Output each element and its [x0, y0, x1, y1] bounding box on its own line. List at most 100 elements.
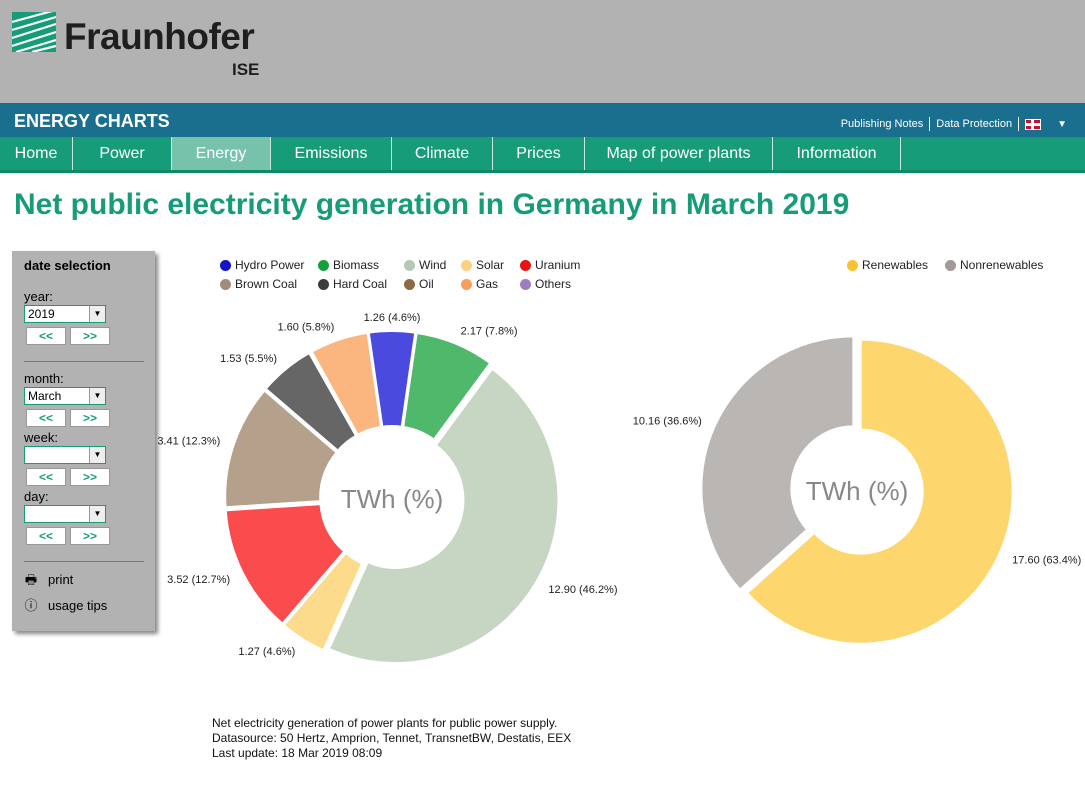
- nav-prices[interactable]: Prices: [493, 137, 585, 170]
- day-select[interactable]: ▼: [24, 505, 106, 523]
- site-header: Fraunhofer ISE: [0, 0, 1085, 103]
- legend-label: Uranium: [535, 258, 581, 272]
- brand-bar: ENERGY CHARTS Publishing Notes Data Prot…: [0, 103, 1085, 137]
- donut-center-label: TWh (%): [341, 484, 444, 514]
- legend-swatch: [520, 278, 531, 290]
- legend-swatch: [404, 278, 415, 290]
- legend-label: Others: [535, 277, 572, 291]
- legend-label: Nonrenewables: [960, 258, 1044, 272]
- legend-item[interactable]: Wind: [404, 258, 446, 272]
- legend-swatch: [220, 259, 231, 271]
- slice-value-label: 2.17 (7.8%): [461, 326, 518, 338]
- main-nav: Home Power Energy Emissions Climate Pric…: [0, 137, 1085, 173]
- legend-item[interactable]: Renewables: [847, 258, 928, 272]
- legend-swatch: [220, 278, 231, 290]
- slice-value-label: 12.90 (46.2%): [548, 584, 617, 596]
- legend-swatch: [318, 259, 329, 271]
- nav-information[interactable]: Information: [773, 137, 901, 170]
- slice-value-label: 10.16 (36.6%): [633, 416, 702, 428]
- legend-label: Biomass: [333, 258, 380, 272]
- month-value: March: [28, 389, 62, 403]
- slice-value-label: 1.27 (4.6%): [238, 646, 295, 658]
- year-next-button[interactable]: >>: [70, 327, 110, 345]
- slice-value-label: 17.60 (63.4%): [1012, 554, 1081, 566]
- year-select[interactable]: 2019 ▼: [24, 305, 106, 323]
- legend-item[interactable]: Others: [520, 277, 571, 291]
- week-next-button[interactable]: >>: [70, 468, 110, 486]
- nav-climate[interactable]: Climate: [392, 137, 493, 170]
- publishing-notes-link[interactable]: Publishing Notes: [840, 118, 924, 130]
- chevron-down-icon[interactable]: ▼: [89, 388, 105, 404]
- date-selection-panel: date selection year: 2019 ▼ << >> month: …: [12, 251, 155, 631]
- language-dropdown-icon[interactable]: ▼: [1057, 118, 1067, 130]
- nav-energy[interactable]: Energy: [172, 137, 271, 170]
- fraunhofer-logo-icon[interactable]: [12, 12, 56, 52]
- legend-item[interactable]: Oil: [404, 277, 434, 291]
- uk-flag-icon[interactable]: [1025, 118, 1042, 130]
- footnote-last-update: Last update: 18 Mar 2019 08:09: [212, 746, 383, 760]
- legend-label: Oil: [419, 277, 434, 291]
- day-next-button[interactable]: >>: [70, 527, 110, 545]
- data-protection-link[interactable]: Data Protection: [936, 118, 1013, 130]
- legend-label: Solar: [476, 258, 505, 272]
- week-prev-button[interactable]: <<: [26, 468, 66, 486]
- slice-value-label: 3.52 (12.7%): [167, 574, 230, 586]
- footnote-description: Net electricity generation of power plan…: [212, 716, 558, 730]
- legend-item[interactable]: Biomass: [318, 258, 379, 272]
- donut-slice[interactable]: [310, 331, 383, 437]
- nav-power[interactable]: Power: [73, 137, 172, 170]
- legend-item[interactable]: Uranium: [520, 258, 580, 272]
- day-prev-button[interactable]: <<: [26, 527, 66, 545]
- month-prev-button[interactable]: <<: [26, 409, 66, 427]
- chevron-down-icon[interactable]: ▼: [89, 506, 105, 522]
- chevron-down-icon[interactable]: ▼: [89, 447, 105, 463]
- usage-tips-tool[interactable]: ⓘ usage tips: [24, 598, 107, 613]
- legend-item[interactable]: Solar: [461, 258, 504, 272]
- donut-slice[interactable]: [745, 338, 1014, 645]
- legend-swatch: [461, 259, 472, 271]
- year-value: 2019: [28, 307, 55, 321]
- legend-item[interactable]: Brown Coal: [220, 277, 297, 291]
- month-next-button[interactable]: >>: [70, 409, 110, 427]
- legend-swatch: [847, 259, 858, 271]
- donut-slice[interactable]: [282, 551, 364, 652]
- week-label: week:: [24, 430, 58, 445]
- legend-item[interactable]: Hydro Power: [220, 258, 304, 272]
- week-select[interactable]: ▼: [24, 446, 106, 464]
- year-prev-button[interactable]: <<: [26, 327, 66, 345]
- day-label: day:: [24, 489, 49, 504]
- link-separator: [929, 117, 931, 131]
- logo-subtitle: ISE: [232, 60, 260, 79]
- printer-icon: 🖶: [24, 571, 38, 587]
- legend-item[interactable]: Gas: [461, 277, 498, 291]
- print-tool[interactable]: 🖶 print: [24, 572, 73, 587]
- info-icon: ⓘ: [24, 597, 38, 613]
- legend-item[interactable]: Hard Coal: [318, 277, 387, 291]
- legend-swatch: [318, 278, 329, 290]
- nav-home[interactable]: Home: [0, 137, 73, 170]
- legend-swatch: [461, 278, 472, 290]
- link-separator: [1018, 117, 1020, 131]
- slice-value-label: 1.53 (5.5%): [220, 353, 277, 365]
- date-selection-heading: date selection: [24, 258, 111, 273]
- divider: [24, 361, 144, 362]
- nav-emissions[interactable]: Emissions: [271, 137, 392, 170]
- legend-label: Hydro Power: [235, 258, 305, 272]
- month-select[interactable]: March ▼: [24, 387, 106, 405]
- donut-slice[interactable]: [367, 330, 417, 428]
- donut-slice[interactable]: [327, 367, 560, 664]
- chevron-down-icon[interactable]: ▼: [89, 306, 105, 322]
- footnote-datasource: Datasource: 50 Hertz, Amprion, Tennet, T…: [212, 731, 572, 745]
- brand-title[interactable]: ENERGY CHARTS: [14, 111, 170, 131]
- top-links: Publishing Notes Data Protection ▼: [835, 117, 1073, 131]
- slice-value-label: 1.26 (4.6%): [364, 312, 421, 324]
- legend-item[interactable]: Nonrenewables: [945, 258, 1043, 272]
- donut-slice[interactable]: [700, 335, 855, 592]
- slice-value-label: 3.41 (12.3%): [157, 436, 220, 448]
- donut-slice[interactable]: [402, 331, 492, 441]
- nav-map-of-power-plants[interactable]: Map of power plants: [585, 137, 773, 170]
- donut-slice[interactable]: [224, 389, 338, 509]
- donut-slice[interactable]: [224, 503, 346, 626]
- legend-label: Gas: [476, 277, 499, 291]
- donut-center-label: TWh (%): [806, 476, 909, 506]
